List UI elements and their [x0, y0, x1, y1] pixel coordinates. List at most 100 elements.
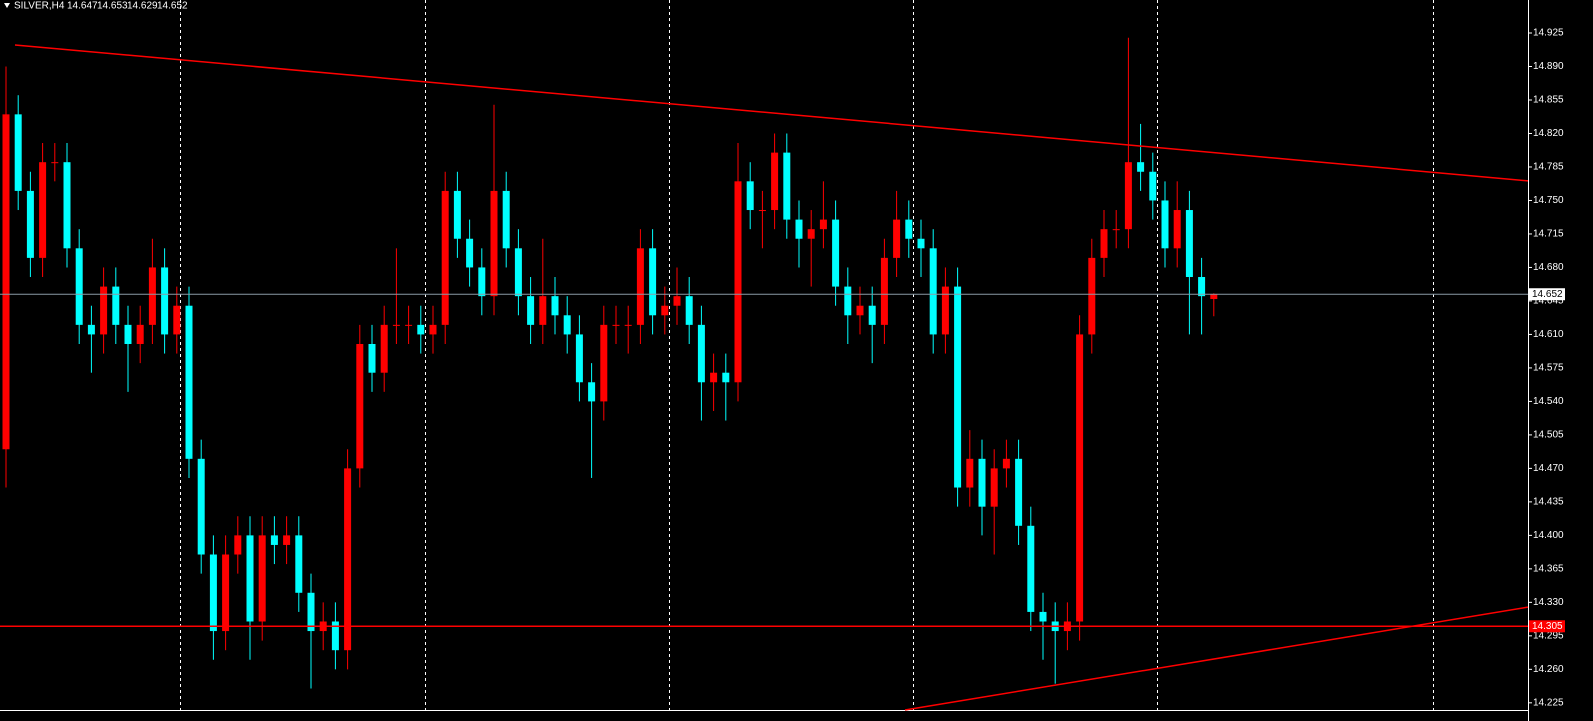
candle-body: [429, 324, 437, 335]
candle-body: [368, 343, 376, 373]
candle-body: [136, 324, 144, 344]
menu-arrow[interactable]: [4, 3, 10, 8]
level-label-box: [1529, 620, 1565, 633]
candle-body: [771, 152, 779, 211]
candle-body: [307, 592, 315, 632]
candle-body: [1088, 257, 1096, 335]
candle-body: [234, 535, 242, 555]
y-tick-label: 14.785: [1533, 162, 1564, 173]
y-tick-label: 14.890: [1533, 61, 1564, 72]
candle-body: [624, 324, 632, 326]
symbol-title: SILVER,H4: [14, 1, 65, 12]
candle-body: [380, 324, 388, 373]
candle-body: [1100, 229, 1108, 258]
period-separators: [180, 0, 1434, 710]
candle-body: [1149, 171, 1157, 201]
y-tick-label: 14.715: [1533, 229, 1564, 240]
y-tick-label: 14.925: [1533, 28, 1564, 39]
candle-body: [161, 267, 169, 335]
candle-body: [905, 219, 913, 239]
candle-body: [39, 162, 47, 258]
candle-body: [1210, 294, 1218, 300]
y-tick-label: 14.540: [1533, 396, 1564, 407]
y-tick-label: 14.645: [1533, 296, 1564, 307]
candle-body: [661, 305, 669, 316]
candle-body: [392, 324, 400, 326]
y-tick-label: 14.225: [1533, 697, 1564, 708]
y-tick-label: 14.470: [1533, 463, 1564, 474]
trendline: [14, 44, 1529, 182]
candle-body: [1124, 162, 1132, 230]
candle-body: [148, 267, 156, 325]
candle-body: [990, 468, 998, 507]
candle-body: [929, 248, 937, 335]
candle-body: [844, 286, 852, 316]
candle-body: [868, 305, 876, 325]
candle-body: [636, 248, 644, 325]
candle-body: [270, 535, 278, 545]
candle-body: [551, 296, 559, 316]
candle-body: [807, 229, 815, 239]
header-low: 14.629: [127, 1, 158, 12]
candle-body: [1198, 277, 1206, 297]
candle-body: [246, 535, 254, 622]
candle-body: [1112, 229, 1120, 231]
candle-body: [758, 210, 766, 212]
candle-body: [87, 324, 95, 335]
candle-body: [722, 372, 730, 383]
candle-body: [344, 468, 352, 651]
candle-body: [197, 458, 205, 555]
candle-body: [295, 535, 303, 593]
candle-body: [856, 305, 864, 316]
candle-body: [441, 190, 449, 325]
candle-body: [478, 267, 486, 297]
candle-body: [26, 190, 34, 258]
candle-body: [1027, 525, 1035, 612]
candle-body: [1173, 210, 1181, 249]
candle-body: [112, 286, 120, 325]
candle-body: [795, 219, 803, 239]
header-open: 14.647: [67, 1, 98, 12]
candle-body: [893, 219, 901, 258]
candle-body: [1002, 458, 1010, 469]
candle-body: [490, 190, 498, 297]
candle-body: [185, 305, 193, 459]
candle-body: [222, 554, 230, 632]
candle-body: [575, 334, 583, 383]
candle-body: [697, 324, 705, 383]
candle-body: [600, 324, 608, 402]
current-price-box: [1529, 288, 1565, 301]
candle-body: [1076, 334, 1084, 622]
candle-body: [649, 248, 657, 316]
candle-body: [100, 286, 108, 335]
y-tick-label: 14.750: [1533, 195, 1564, 206]
candle-body: [954, 286, 962, 488]
candle-body: [588, 382, 596, 402]
candle-body: [331, 621, 339, 651]
candle-body: [453, 190, 461, 239]
candle-body: [14, 114, 22, 191]
candle-body: [1161, 200, 1169, 249]
candle-body: [514, 248, 522, 297]
y-tick-label: 14.505: [1533, 430, 1564, 441]
candle-body: [880, 257, 888, 325]
header-close: 14.652: [157, 1, 188, 12]
candle-body: [75, 248, 83, 325]
candle-body: [978, 458, 986, 507]
current-price-label: 14.652: [1532, 289, 1563, 300]
candle-body: [1015, 458, 1023, 526]
candle-body: [966, 458, 974, 488]
candle-body: [405, 324, 413, 326]
candle-body: [539, 296, 547, 325]
y-tick-label: 14.575: [1533, 363, 1564, 374]
candle-body: [1185, 210, 1193, 278]
candle-body: [1039, 611, 1047, 622]
candle-body: [612, 324, 620, 326]
y-tick-label: 14.855: [1533, 95, 1564, 106]
candle-body: [527, 296, 535, 325]
candle-body: [563, 315, 571, 335]
y-tick-label: 14.820: [1533, 128, 1564, 139]
candle-body: [819, 219, 827, 230]
